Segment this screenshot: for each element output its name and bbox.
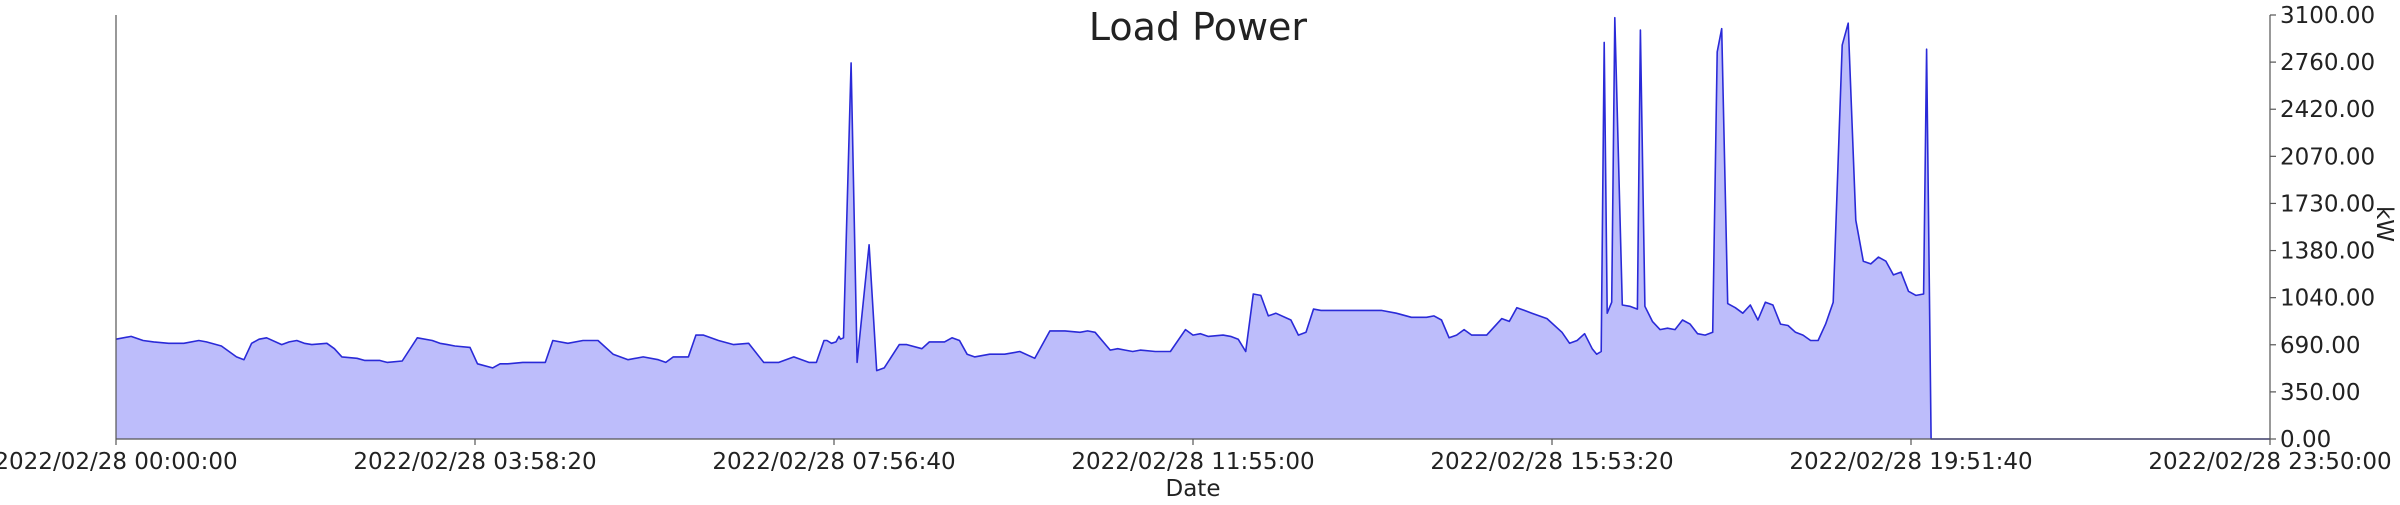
y-tick-label: 2070.00 (2280, 144, 2375, 170)
y-tick-label: 1040.00 (2280, 286, 2375, 312)
y-tick-label: 1380.00 (2280, 239, 2375, 265)
y-tick-label: 0.00 (2280, 427, 2331, 453)
x-tick-label: 2022/02/28 11:55:00 (1071, 449, 1314, 475)
y-tick-label: 1730.00 (2280, 191, 2375, 217)
y-axis-label: kW (2371, 206, 2397, 242)
y-tick-label: 2420.00 (2280, 97, 2375, 123)
y-tick-label: 3100.00 (2280, 3, 2375, 29)
x-tick-label: 2022/02/28 23:50:00 (2148, 449, 2391, 475)
x-axis-label: Date (1166, 476, 1221, 500)
x-tick-label: 2022/02/28 19:51:40 (1789, 449, 2032, 475)
series-area (116, 17, 2270, 439)
x-tick-label: 2022/02/28 07:56:40 (712, 449, 955, 475)
x-tick-label: 2022/02/28 03:58:20 (353, 449, 596, 475)
plot-area (115, 16, 2270, 440)
y-tick-label: 690.00 (2280, 333, 2360, 359)
chart-title: Load Power (1089, 5, 1308, 49)
x-tick-label: 2022/02/28 15:53:20 (1430, 449, 1673, 475)
y-tick-label: 2760.00 (2280, 50, 2375, 76)
y-tick-label: 350.00 (2280, 380, 2360, 406)
series-line (115, 16, 2270, 440)
axes: 0.00 350.00 690.00 1040.00 1380.00 1730.00 207… (0, 3, 2392, 475)
x-tick-label: 2022/02/28 00:00:00 (0, 449, 238, 475)
